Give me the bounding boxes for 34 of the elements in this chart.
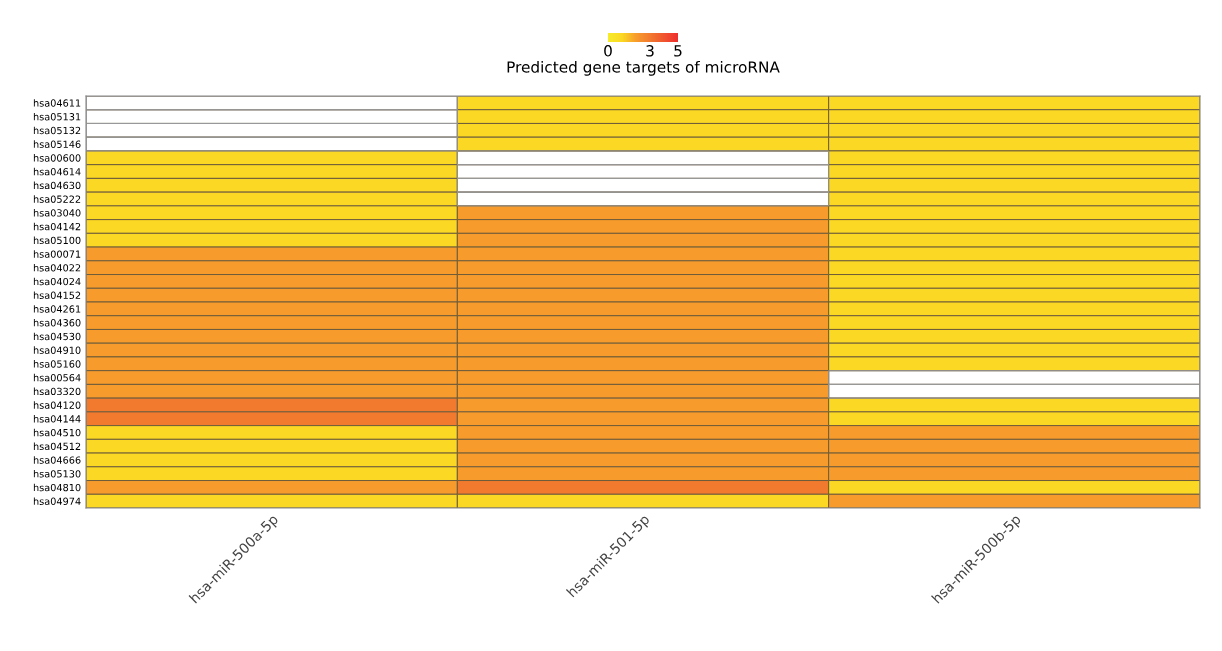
y-tick-label: hsa04666 [33, 456, 81, 464]
y-tick-label: hsa05130 [33, 469, 81, 478]
y-tick-label: hsa04360 [33, 318, 81, 327]
y-tick-label: hsa04630 [33, 181, 81, 190]
y-tick-label: hsa04261 [33, 305, 81, 313]
y-tick-label: hsa05132 [33, 126, 81, 135]
y-tick-label: hsa04120 [33, 401, 81, 409]
y-tick-label: hsa04512 [33, 442, 81, 451]
y-tick-label: hsa04611 [33, 99, 81, 107]
y-tick-label: hsa05131 [33, 112, 81, 121]
y-tick-label: hsa05146 [33, 140, 81, 148]
y-tick-label: hsa04024 [33, 277, 81, 286]
y-tick-label: hsa04144 [33, 415, 81, 423]
y-tick-label: hsa00600 [33, 154, 81, 162]
y-tick-label: hsa03320 [33, 387, 81, 396]
y-tick-label: hsa04810 [33, 483, 81, 492]
y-tick-label: hsa05222 [33, 195, 81, 203]
y-tick-label: hsa05100 [33, 236, 81, 245]
y-tick-label: hsa04530 [33, 332, 81, 341]
y-tick-label: hsa03040 [33, 209, 81, 217]
color-bar-title: Predicted gene targets of microRNA [507, 60, 780, 76]
color-bar-label: 5 [674, 45, 682, 57]
y-tick-label: hsa05160 [33, 360, 81, 368]
y-tick-label: hsa04510 [33, 428, 81, 437]
y-tick-label: hsa04022 [33, 263, 81, 272]
y-tick-label: hsa04152 [33, 291, 81, 299]
y-tick-label: hsa04974 [33, 497, 81, 505]
color-bar-label: 3 [646, 45, 654, 57]
color-bar-label: 0 [604, 45, 612, 57]
y-tick-label: hsa00071 [33, 250, 81, 258]
y-tick-label: hsa04614 [33, 167, 81, 176]
y-tick-label: hsa04142 [33, 222, 81, 231]
y-tick-label: hsa00564 [33, 373, 81, 382]
y-tick-label: hsa04910 [33, 346, 81, 354]
